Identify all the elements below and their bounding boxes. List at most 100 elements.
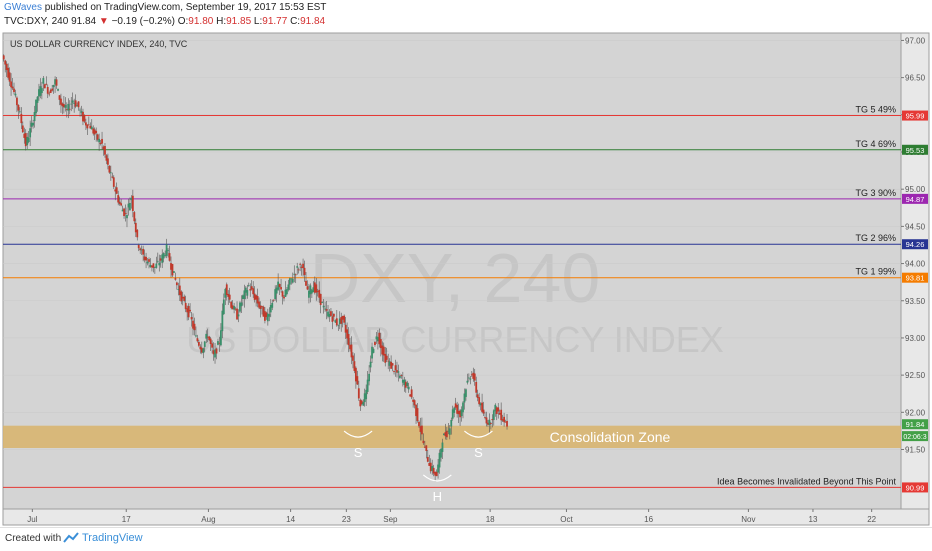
candle-body xyxy=(101,138,103,144)
candle-body xyxy=(325,309,328,311)
candle-body xyxy=(2,55,5,60)
candle-body xyxy=(242,295,244,300)
time-axis[interactable] xyxy=(2,508,930,526)
candle-body xyxy=(140,249,143,251)
candle-body xyxy=(423,446,426,448)
tradingview-logo-icon[interactable] xyxy=(62,531,80,545)
candle-body xyxy=(500,409,503,421)
candle-body xyxy=(170,263,172,270)
candle-body xyxy=(465,389,467,397)
countdown-tag-text: 02:06:3 xyxy=(903,434,926,441)
candle-body xyxy=(171,264,174,276)
candle-body xyxy=(264,311,266,321)
candle-body xyxy=(290,278,293,280)
candle-body xyxy=(221,310,224,332)
candle-body xyxy=(38,89,40,97)
candle-body xyxy=(371,346,373,359)
candle-body xyxy=(261,306,263,308)
candle-body xyxy=(410,389,413,398)
candle-body xyxy=(134,222,137,233)
consolidation-zone[interactable] xyxy=(3,425,901,449)
candle-body xyxy=(443,433,445,436)
candle-body xyxy=(35,99,37,114)
candle-body xyxy=(379,339,382,349)
candle-body xyxy=(131,195,134,211)
candle-body xyxy=(327,311,329,317)
candle-body xyxy=(302,263,304,269)
candle-body xyxy=(80,111,83,113)
candle-body xyxy=(374,341,376,345)
candle-body xyxy=(428,462,431,466)
candle-body xyxy=(331,316,334,322)
candle-body xyxy=(362,402,365,406)
candle-body xyxy=(236,308,238,320)
candle-body xyxy=(388,361,391,366)
candle-body xyxy=(315,284,318,293)
candle-body xyxy=(375,336,378,340)
price-tag xyxy=(902,110,928,121)
candle-body xyxy=(104,146,106,155)
candle-body xyxy=(102,146,105,150)
candle-body xyxy=(26,136,29,146)
candle-body xyxy=(107,158,109,165)
candle-body xyxy=(164,255,167,256)
candle-body xyxy=(495,407,498,414)
candle-body xyxy=(206,336,209,338)
tradingview-brand[interactable]: TradingView xyxy=(82,532,143,544)
candle-body xyxy=(214,349,216,358)
candle-body xyxy=(262,306,265,317)
candle-body xyxy=(437,464,439,473)
candle-body xyxy=(89,125,92,129)
candle-body xyxy=(485,417,488,424)
candle-body xyxy=(365,389,368,400)
candle-body xyxy=(407,386,410,390)
candle-body xyxy=(27,137,30,143)
candle-body xyxy=(394,365,397,371)
x-tick-label: Nov xyxy=(741,515,755,524)
candle-body xyxy=(313,282,316,293)
candle-body xyxy=(497,407,500,412)
candle-body xyxy=(42,78,45,84)
candle-body xyxy=(29,128,32,138)
candle-body xyxy=(255,295,258,300)
candle-body xyxy=(111,176,114,178)
candle-body xyxy=(469,378,472,380)
candle-body xyxy=(481,402,483,412)
candle-body xyxy=(71,100,74,103)
candle-body xyxy=(344,324,347,333)
candle-body xyxy=(17,104,20,111)
author-link[interactable]: GWaves xyxy=(4,2,42,13)
y-tick-label: 92.00 xyxy=(905,408,926,417)
candle-body xyxy=(300,266,303,268)
y-tick-label: 92.50 xyxy=(905,371,926,380)
candle-body xyxy=(219,330,222,346)
candle-body xyxy=(330,311,332,316)
candle-body xyxy=(422,440,425,444)
candle-body xyxy=(79,109,81,111)
candle-body xyxy=(208,336,211,340)
header-line-2: TVC:DXY, 240 91.84 ▼ −0.19 (−0.2%) O:91.… xyxy=(4,16,325,27)
candle-body xyxy=(199,346,202,350)
candle-body xyxy=(230,301,233,308)
candle-body xyxy=(178,285,181,296)
candle-body xyxy=(435,471,438,477)
candle-body xyxy=(466,380,469,383)
candle-body xyxy=(108,165,111,173)
candle-body xyxy=(448,428,451,435)
x-tick-label: 23 xyxy=(342,515,351,524)
pattern-label: S xyxy=(354,445,363,460)
candle-body xyxy=(117,195,120,203)
candle-body xyxy=(13,88,15,93)
candle-body xyxy=(152,263,155,268)
candle-body xyxy=(401,379,404,383)
candle-body xyxy=(222,299,225,315)
candle-body xyxy=(399,375,401,378)
candle-body xyxy=(136,229,139,238)
candle-body xyxy=(340,317,343,324)
candle-body xyxy=(215,348,218,354)
candle-body xyxy=(318,289,321,298)
candle-body xyxy=(357,388,360,399)
candle-body xyxy=(62,104,65,108)
candle-body xyxy=(129,202,131,211)
